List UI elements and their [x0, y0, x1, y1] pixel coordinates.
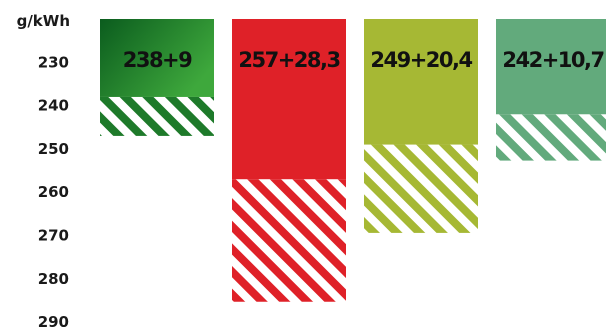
bar-value-label: 257+28,3	[238, 48, 339, 72]
bar-base-segment	[496, 19, 606, 115]
bar-group: 238+9 257+28,3 249+20,4 242+10,7	[100, 19, 606, 302]
bar-base-segment	[100, 19, 214, 97]
y-axis-unit-label: g/kWh	[17, 12, 70, 30]
bar: 257+28,3	[232, 19, 346, 302]
bar-extra-segment	[100, 96, 214, 136]
y-tick-label: 280	[38, 270, 69, 288]
bar: 249+20,4	[364, 19, 478, 233]
y-tick-label: 240	[38, 97, 69, 115]
bar-base-segment	[364, 19, 478, 145]
y-tick-label: 290	[38, 313, 69, 331]
bar-extra-segment	[232, 179, 346, 302]
bar-base-segment	[232, 19, 346, 180]
y-tick-label: 260	[38, 183, 69, 201]
bar-value-label: 249+20,4	[370, 48, 472, 72]
bar-value-label: 238+9	[123, 48, 192, 72]
bar: 238+9	[100, 19, 214, 136]
y-tick-label: 250	[38, 140, 69, 158]
bar-value-label: 242+10,7	[502, 48, 603, 72]
y-tick-label: 270	[38, 227, 69, 245]
y-tick-label: 230	[38, 53, 69, 71]
bar-extra-segment	[364, 144, 478, 233]
y-axis: 230 240 250 260 270 280 290	[38, 53, 69, 331]
bar: 242+10,7	[496, 19, 606, 161]
bar-extra-segment	[496, 114, 606, 161]
